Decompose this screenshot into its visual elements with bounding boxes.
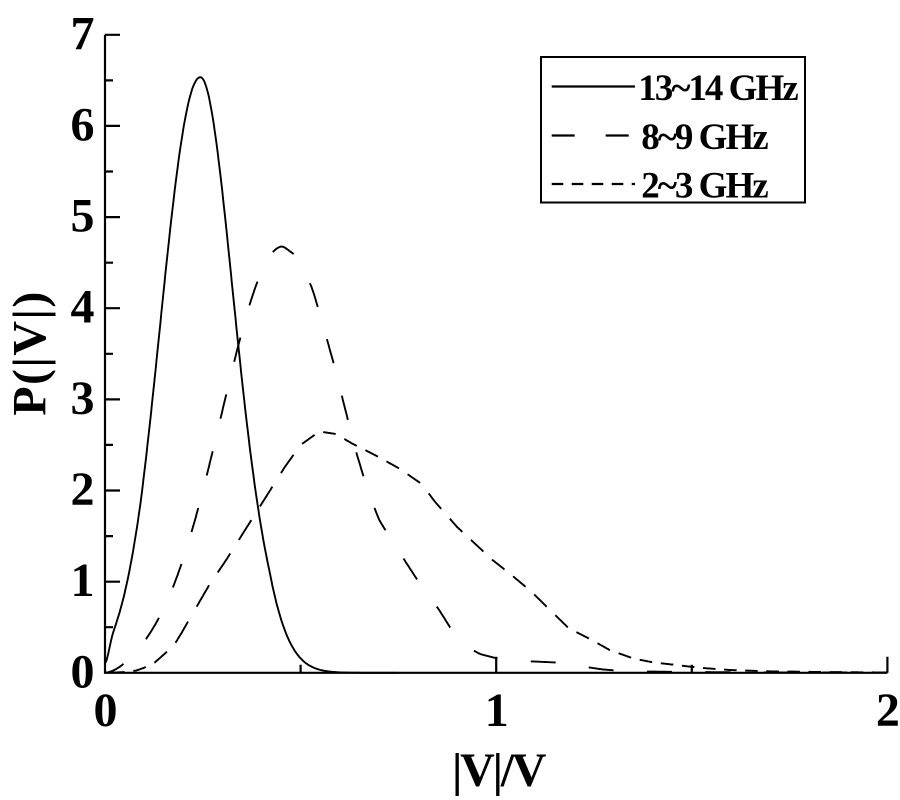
svg-text:2~3 GHz: 2~3 GHz [641, 165, 768, 206]
svg-text:3: 3 [71, 372, 95, 425]
svg-text:7: 7 [71, 7, 95, 60]
svg-text:0: 0 [94, 684, 118, 737]
svg-text:6: 6 [71, 98, 95, 151]
svg-text:1: 1 [71, 554, 95, 607]
svg-text:P(|V|): P(|V|) [4, 290, 57, 416]
svg-text:|V|/V: |V|/V [452, 744, 547, 797]
svg-text:13~14 GHz: 13~14 GHz [638, 68, 798, 109]
svg-text:2: 2 [71, 463, 95, 516]
svg-text:2: 2 [876, 684, 900, 737]
svg-text:4: 4 [71, 281, 95, 334]
svg-text:8~9 GHz: 8~9 GHz [641, 117, 768, 158]
svg-text:0: 0 [71, 645, 95, 698]
svg-text:1: 1 [485, 684, 509, 737]
svg-text:5: 5 [71, 190, 95, 243]
